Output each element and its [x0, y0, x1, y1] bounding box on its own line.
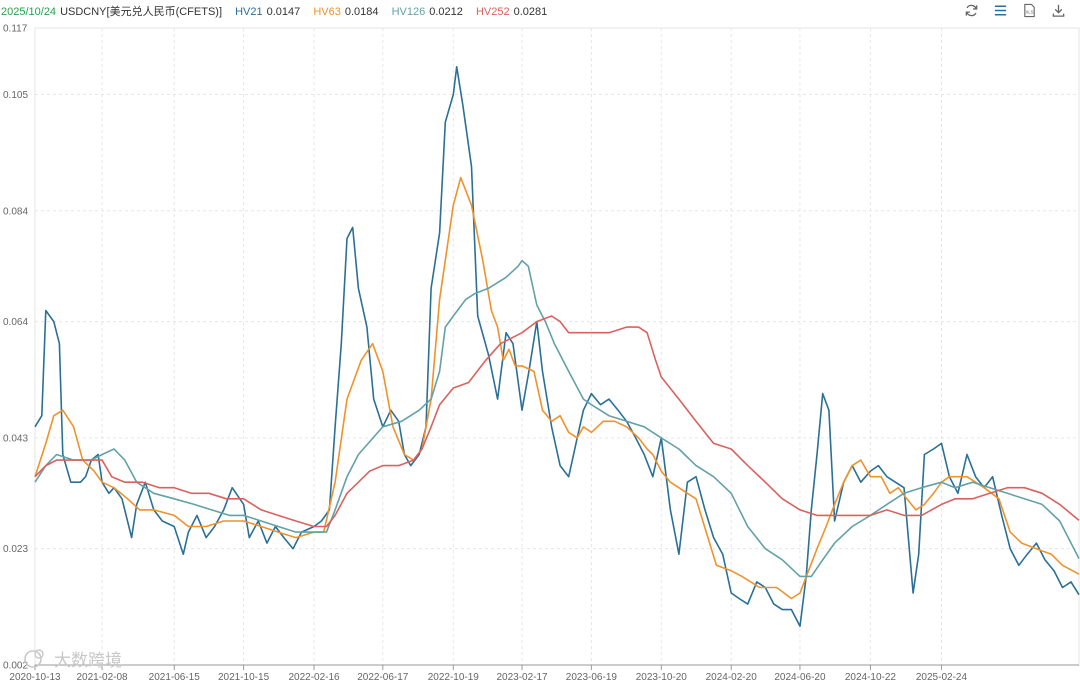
watermark-logo: 大数跨境 [24, 649, 122, 671]
legend-hv63-label[interactable]: HV63 [313, 6, 341, 18]
x-tick-label: 2022-02-16 [288, 672, 340, 682]
refresh-button[interactable] [963, 2, 979, 18]
excel-icon-label: XLS [1025, 9, 1033, 14]
series-hv21-line [34, 66, 1080, 627]
x-tick-label: 2023-10-20 [636, 672, 688, 682]
x-axis: 2020-10-13 2021-02-08 2021-06-15 2021-10-15… [9, 664, 1079, 682]
download-button[interactable] [1050, 2, 1066, 18]
x-tick-label: 2022-06-17 [357, 672, 409, 682]
x-tick-label: 2022-10-19 [428, 672, 480, 682]
legend-hv63-value: 0.0184 [344, 6, 379, 18]
export-excel-button[interactable]: XLS [1021, 2, 1037, 18]
menu-icon [994, 5, 1006, 15]
legend-hv252-value: 0.0281 [513, 6, 548, 18]
y-axis: 0.117 0.105 0.084 0.064 0.043 0.023 0.002 [3, 24, 28, 672]
download-icon [1052, 4, 1064, 17]
legend-hv252-label[interactable]: HV252 [475, 6, 510, 18]
chart-series [34, 66, 1080, 627]
legend-hv126-label[interactable]: HV126 [391, 6, 426, 18]
plot-border [34, 27, 1080, 666]
legend-hv21-label[interactable]: HV21 [235, 6, 263, 18]
series-hv126-line [34, 259, 1080, 578]
y-tick-label: 0.105 [3, 90, 28, 101]
refresh-icon [965, 4, 977, 16]
y-tick-label: 0.117 [3, 24, 28, 35]
y-tick-label: 0.023 [3, 544, 28, 555]
menu-button[interactable] [992, 2, 1008, 18]
chart-grid [34, 27, 1080, 666]
x-tick-label: 2020-10-13 [9, 672, 61, 682]
x-tick-label: 2021-06-15 [149, 672, 201, 682]
series-hv252-line [34, 315, 1080, 528]
legend-bar: 2025/10/24 USDCNY[美元兑人民币(CFETS)] HV21 0.01… [1, 3, 551, 19]
legend-hv126-value: 0.0212 [429, 6, 463, 18]
chart-header: 2025/10/24 USDCNY[美元兑人民币(CFETS)] HV21 0.01… [0, 0, 1080, 20]
watermark-circle [24, 650, 42, 668]
x-tick-label: 2024-02-20 [706, 672, 758, 682]
x-tick-label: 2023-02-17 [496, 672, 548, 682]
x-tick-label: 2025-02-24 [916, 672, 968, 682]
y-tick-label: 0.064 [3, 317, 28, 328]
toolbar: XLS [963, 2, 1066, 18]
y-tick-label: 0.084 [3, 206, 28, 217]
excel-icon: XLS [1023, 3, 1035, 17]
watermark-circle-inner [34, 649, 44, 659]
series-hv63-line [34, 176, 1080, 600]
x-tick-label: 2021-10-15 [218, 672, 270, 682]
legend-symbol: USDCNY[美元兑人民币(CFETS)] [60, 6, 223, 18]
x-tick-label: 2024-06-20 [774, 672, 826, 682]
legend-date: 2025/10/24 [1, 6, 57, 18]
x-tick-label: 2023-06-19 [566, 672, 618, 682]
y-tick-label: 0.043 [3, 433, 28, 444]
x-tick-label: 2021-02-08 [76, 672, 128, 682]
x-tick-label: 2024-10-22 [845, 672, 897, 682]
legend-hv21-value: 0.0147 [266, 6, 301, 18]
watermark-text: 大数跨境 [54, 651, 122, 671]
y-tick-label: 0.002 [3, 661, 28, 672]
